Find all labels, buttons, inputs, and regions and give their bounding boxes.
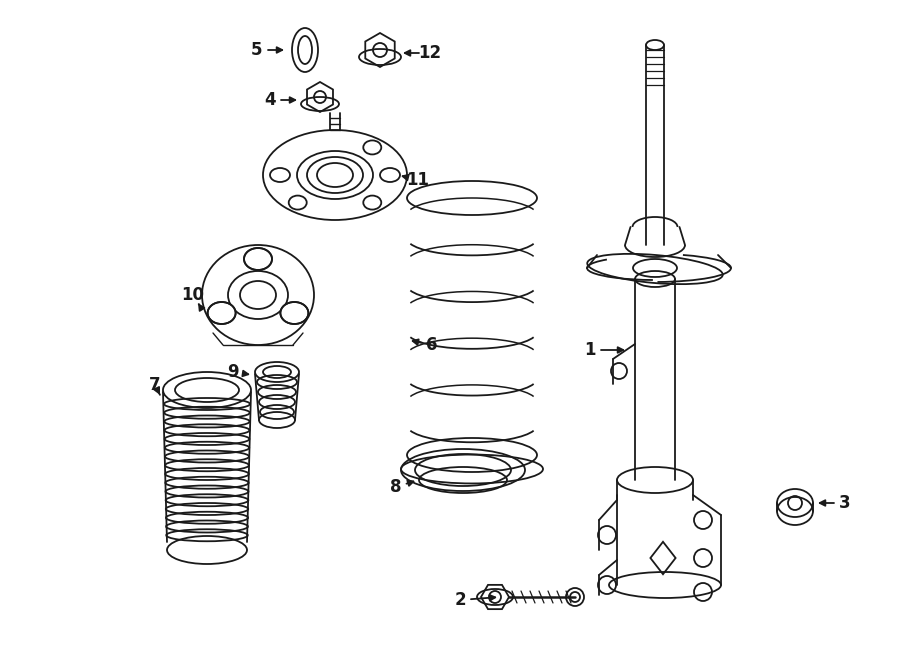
Text: 2: 2 [454,591,466,609]
Ellipse shape [208,302,236,324]
Text: 10: 10 [182,286,204,304]
Text: 4: 4 [265,91,275,109]
Text: 7: 7 [149,376,161,394]
Text: 8: 8 [391,478,401,496]
Text: 5: 5 [251,41,263,59]
Text: 6: 6 [427,336,437,354]
Text: 11: 11 [407,171,429,189]
Ellipse shape [281,302,309,324]
Text: 1: 1 [584,341,596,359]
Text: 3: 3 [839,494,850,512]
Ellipse shape [244,248,272,270]
Text: 12: 12 [418,44,442,62]
Text: 9: 9 [227,363,239,381]
